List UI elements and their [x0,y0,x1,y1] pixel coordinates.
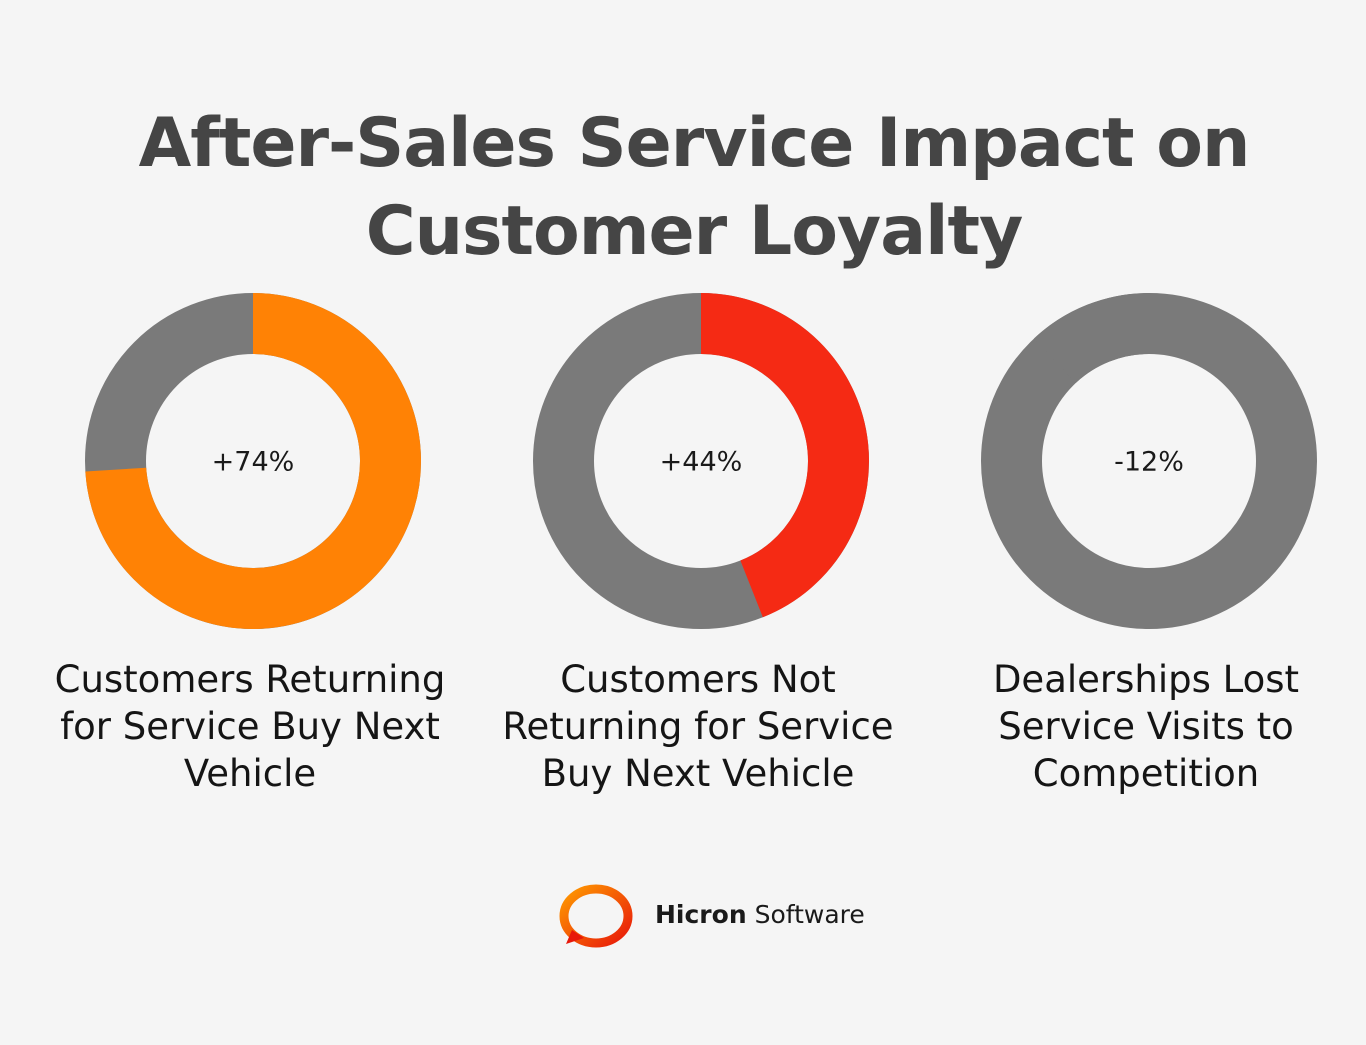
donut-caption: Customers Not Returning for Service Buy … [502,658,894,795]
logo-icon [559,884,633,948]
logo-text: Hicron Software [655,900,865,929]
donut-value-label: -12% [1114,447,1184,478]
donut-caption: Dealerships Lost Service Visits to Compe… [992,658,1300,795]
donut-value-label: +44% [660,447,743,478]
donut-segment [85,293,421,629]
donut-segment [1033,293,1150,384]
page-title: After-Sales Service Impact on Customer L… [138,104,1251,271]
donut-segment [700,293,869,618]
donut-caption: Customers Returning for Service Buy Next… [54,658,446,795]
donut-value-label: +74% [212,447,295,478]
logo-suffix: Software [754,900,865,929]
logo-name: Hicron [655,900,747,929]
